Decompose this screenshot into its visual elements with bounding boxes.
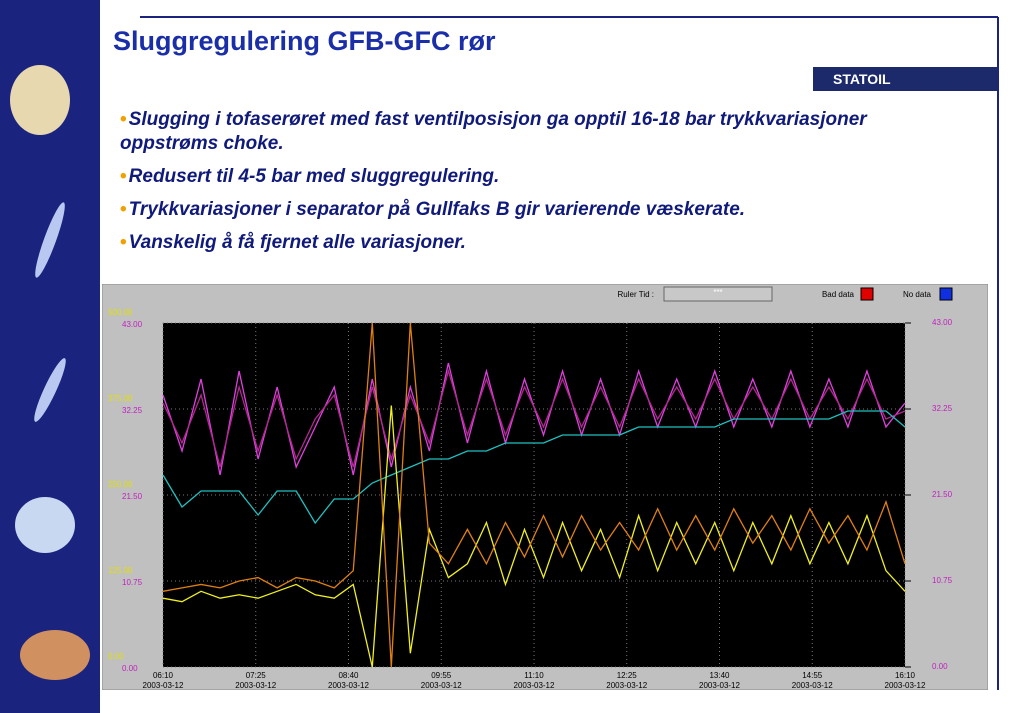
- x-tick-time: 06:10: [153, 671, 174, 680]
- x-tick-date: 2003-03-12: [328, 681, 369, 690]
- x-tick-date: 2003-03-12: [699, 681, 740, 690]
- y2-tick-label: 21.50: [122, 492, 143, 501]
- x-tick-date: 2003-03-12: [235, 681, 276, 690]
- y2-tick-label: 10.75: [122, 578, 143, 587]
- trend-line: [162, 368, 906, 468]
- bullet: Trykkvariasjoner i separator på Gullfaks…: [120, 198, 920, 222]
- bullet: Redusert til 4-5 bar med sluggregulering…: [120, 165, 920, 189]
- y-tick-label: 250.00: [108, 480, 133, 489]
- x-tick-time: 13:40: [709, 671, 730, 680]
- bullets: Slugging i tofaserøret med fast ventilpo…: [120, 108, 920, 264]
- y2-tick-label: 43.00: [122, 320, 143, 329]
- y-tick-label: 500.00: [108, 308, 133, 317]
- title: Sluggregulering GFB-GFC rør: [113, 26, 496, 56]
- x-tick-time: 08:40: [338, 671, 359, 680]
- y2-tick-label-right: 10.75: [932, 576, 953, 585]
- y2-tick-label: 0.00: [122, 664, 138, 673]
- y-tick-label: 375.00: [108, 394, 133, 403]
- x-tick-time: 09:55: [431, 671, 452, 680]
- x-tick-date: 2003-03-12: [792, 681, 833, 690]
- x-tick-date: 2003-03-12: [514, 681, 555, 690]
- x-tick-time: 16:10: [895, 671, 916, 680]
- y2-tick-label: 32.25: [122, 406, 143, 415]
- trend-line: [162, 322, 906, 668]
- x-tick-date: 2003-03-12: [885, 681, 926, 690]
- x-tick-time: 12:25: [617, 671, 638, 680]
- x-tick-date: 2003-03-12: [421, 681, 462, 690]
- x-tick-date: 2003-03-12: [606, 681, 647, 690]
- y2-tick-label-right: 21.50: [932, 490, 953, 499]
- y-tick-label: 0.00: [108, 652, 124, 661]
- y-tick-label: 125.00: [108, 566, 133, 575]
- x-tick-time: 14:55: [802, 671, 823, 680]
- no-data-label: No data: [903, 290, 932, 299]
- y2-tick-label-right: 43.00: [932, 318, 953, 327]
- bad-data-label: Bad data: [822, 290, 855, 299]
- bullet: Slugging i tofaserøret med fast ventilpo…: [120, 108, 920, 156]
- bullet: Vanskelig å få fjernet alle variasjoner.: [120, 231, 920, 255]
- x-tick-time: 11:10: [524, 671, 544, 680]
- x-tick-date: 2003-03-12: [143, 681, 184, 690]
- x-tick-time: 07:25: [246, 671, 267, 680]
- logo: STATOIL: [813, 67, 998, 91]
- trend-line: [162, 405, 906, 668]
- y2-tick-label-right: 32.25: [932, 404, 953, 413]
- y2-tick-label-right: 0.00: [932, 662, 948, 671]
- ruler-label: Ruler Tid :: [618, 290, 654, 299]
- ruler-value: ***: [713, 288, 722, 297]
- trend-line: [162, 410, 906, 525]
- trend-panel: Ruler Tid : *** Bad data No data 500.00 3…: [102, 284, 988, 690]
